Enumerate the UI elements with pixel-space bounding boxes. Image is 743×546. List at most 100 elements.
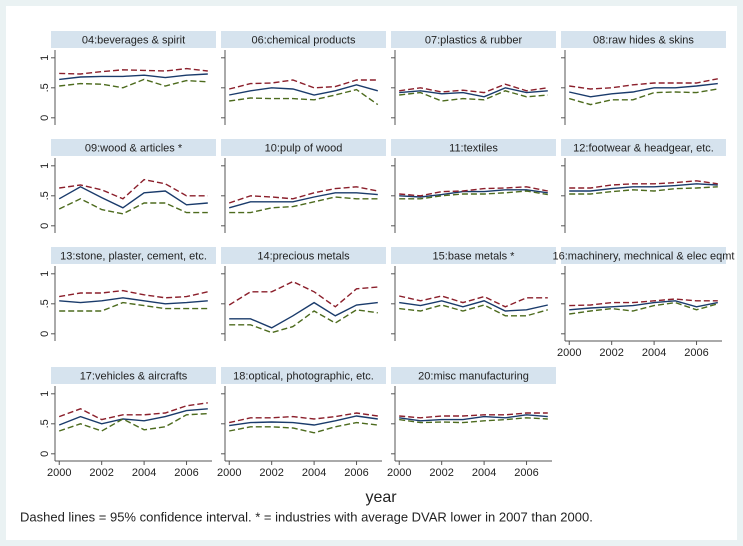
ci-line	[569, 186, 718, 195]
x-tick-label: 2002	[599, 347, 623, 359]
panel-title: 14:precious metals	[257, 250, 350, 262]
panel-header	[391, 139, 556, 156]
x-tick-label: 2006	[684, 347, 708, 359]
panel-title: 12:footwear & headgear, etc.	[573, 142, 714, 154]
estimate-line	[569, 300, 718, 311]
x-tick-label: 2002	[259, 467, 283, 479]
ci-line	[59, 67, 208, 75]
y-tick-label: 0	[39, 451, 51, 457]
panel-header	[51, 247, 216, 264]
ci-line	[399, 412, 548, 419]
ci-line	[229, 196, 378, 214]
x-tick-label: 2000	[47, 467, 71, 479]
panel-header	[221, 139, 386, 156]
y-tick-label: .5	[39, 191, 51, 200]
estimate-line	[59, 297, 208, 305]
ci-line	[59, 78, 208, 89]
y-tick-label: 1	[39, 163, 51, 169]
ci-line	[569, 180, 718, 189]
panel-title: 08:raw hides & skins	[593, 34, 694, 46]
estimate-line	[229, 84, 378, 96]
panel-title: 15:base metals *	[433, 250, 516, 262]
x-tick-label: 2004	[642, 347, 666, 359]
estimate-line	[569, 183, 718, 192]
estimate-line	[229, 301, 378, 329]
estimate-line	[399, 414, 548, 422]
ci-line	[399, 83, 548, 94]
panel-title: 07:plastics & rubber	[425, 34, 523, 46]
ci-line	[58, 198, 208, 215]
ci-line	[59, 178, 208, 200]
x-tick-label: 2002	[89, 467, 113, 479]
panel-title: 13:stone, plaster, cement, etc.	[60, 250, 207, 262]
ci-line	[399, 190, 548, 200]
ci-line	[228, 186, 378, 204]
ci-line	[569, 298, 718, 307]
panel-header	[221, 247, 386, 264]
y-tick-label: .5	[39, 83, 51, 92]
ci-line	[229, 421, 378, 434]
panel-header	[221, 31, 386, 48]
plot-background	[6, 6, 737, 540]
x-tick-label: 2004	[132, 467, 156, 479]
ci-line	[399, 417, 548, 424]
x-tick-label: 2006	[514, 467, 538, 479]
y-tick-label: 1	[39, 391, 51, 397]
panel-header	[561, 139, 726, 156]
x-axis-title: year	[365, 489, 397, 506]
ci-line	[58, 402, 208, 421]
ci-line	[399, 186, 548, 197]
estimate-line	[58, 186, 208, 209]
ci-line	[399, 304, 548, 317]
panel-title: 10:pulp of wood	[265, 142, 343, 154]
y-tick-label: 0	[39, 331, 51, 337]
panel-title: 20:misc manufacturing	[418, 370, 529, 382]
ci-line	[59, 289, 208, 299]
panel-header	[391, 31, 556, 48]
y-tick-label: 1	[39, 55, 51, 61]
panel-title: 04:beverages & spirit	[82, 34, 185, 46]
ci-line	[58, 412, 208, 432]
ci-line	[569, 301, 718, 315]
ci-line	[399, 295, 548, 308]
panel-header	[51, 139, 216, 156]
ci-line	[229, 309, 378, 334]
panel-header	[221, 367, 386, 384]
y-tick-label: 0	[39, 223, 51, 229]
panel-header	[391, 367, 556, 384]
x-tick-label: 2006	[174, 467, 198, 479]
panel-header	[51, 31, 216, 48]
panel-title: 09:wood & articles *	[85, 142, 183, 154]
ci-line	[399, 90, 548, 102]
note: Dashed lines = 95% confidence interval. …	[20, 509, 593, 524]
estimate-line	[58, 408, 208, 426]
ci-line	[229, 412, 378, 424]
panel-header	[391, 247, 556, 264]
estimate-line	[569, 82, 718, 98]
panel-header	[51, 367, 216, 384]
estimate-line	[399, 300, 548, 312]
ci-line	[59, 301, 208, 312]
ci-line	[229, 79, 378, 90]
ci-line	[569, 88, 718, 106]
ci-line	[229, 88, 379, 106]
panel-header	[561, 31, 726, 48]
x-tick-label: 2006	[344, 467, 368, 479]
x-tick-label: 2000	[557, 347, 581, 359]
estimate-line	[59, 73, 208, 81]
estimate-line	[399, 87, 548, 98]
x-tick-label: 2002	[429, 467, 453, 479]
estimate-line	[399, 189, 548, 198]
x-tick-label: 2004	[302, 467, 326, 479]
y-tick-label: 1	[39, 271, 51, 277]
y-tick-label: .5	[39, 419, 51, 428]
panel-header	[561, 247, 726, 264]
estimate-line	[229, 415, 378, 427]
x-tick-label: 2000	[387, 467, 411, 479]
panel-title: 18:optical, photographic, etc.	[233, 370, 374, 382]
x-tick-label: 2004	[472, 467, 496, 479]
y-tick-label: .5	[39, 299, 51, 308]
y-tick-label: 0	[39, 115, 51, 121]
panel-title: 16:machinery, mechnical & elec eqmt	[553, 250, 735, 262]
